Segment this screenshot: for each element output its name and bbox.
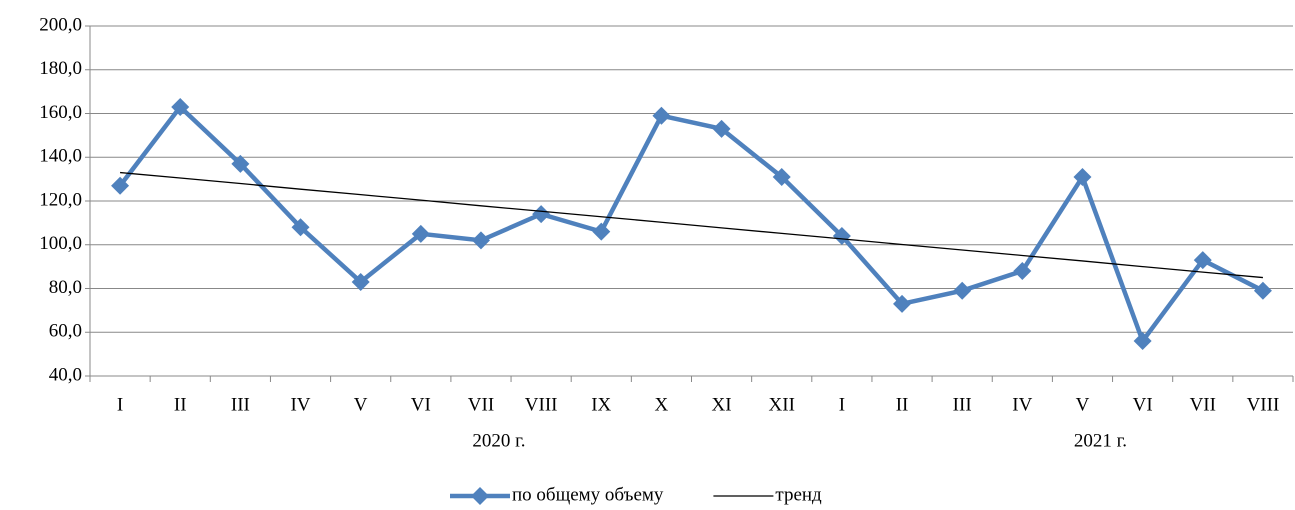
y-tick-label: 80,0	[49, 277, 82, 298]
marker	[532, 205, 551, 224]
legend-marker	[471, 487, 489, 505]
x-tick-label: IV	[290, 394, 310, 415]
marker	[231, 154, 250, 173]
marker	[652, 106, 671, 125]
x-tick-label: III	[953, 394, 972, 415]
x-tick-label: XII	[769, 394, 795, 415]
marker	[291, 218, 310, 237]
marker	[171, 97, 190, 116]
marker	[592, 222, 611, 241]
marker	[1253, 281, 1272, 300]
marker	[351, 272, 370, 291]
marker	[953, 281, 972, 300]
y-tick-label: 60,0	[49, 321, 82, 342]
x-tick-label: VI	[411, 394, 431, 415]
x-tick-label: IX	[591, 394, 611, 415]
marker	[1193, 251, 1212, 270]
y-tick-label: 140,0	[39, 146, 82, 167]
group-label: 2020 г.	[472, 430, 525, 451]
x-tick-label: I	[117, 394, 123, 415]
y-tick-label: 160,0	[39, 102, 82, 123]
x-tick-label: II	[174, 394, 187, 415]
x-tick-label: III	[231, 394, 250, 415]
marker	[893, 294, 912, 313]
y-tick-label: 120,0	[39, 189, 82, 210]
x-tick-label: X	[655, 394, 669, 415]
x-tick-label: V	[354, 394, 368, 415]
y-tick-label: 100,0	[39, 233, 82, 254]
x-tick-label: XI	[712, 394, 732, 415]
marker	[471, 231, 490, 250]
x-tick-label: II	[896, 394, 909, 415]
marker	[1013, 262, 1032, 280]
marker	[411, 224, 430, 243]
marker	[772, 167, 791, 186]
trend-line	[120, 171, 1263, 279]
y-tick-label: 200,0	[39, 14, 82, 35]
x-tick-label: V	[1076, 394, 1090, 415]
legend-label: тренд	[775, 484, 822, 505]
legend-label: по общему объему	[512, 484, 664, 505]
y-tick-label: 40,0	[49, 364, 82, 385]
x-tick-label: VII	[1190, 394, 1216, 415]
marker	[1133, 332, 1152, 350]
x-tick-label: VII	[468, 394, 494, 415]
marker	[832, 227, 851, 245]
data-line	[118, 103, 1264, 346]
marker	[1073, 167, 1092, 186]
x-tick-label: IV	[1012, 394, 1032, 415]
group-label: 2021 г.	[1074, 430, 1127, 451]
marker	[712, 119, 731, 138]
marker	[111, 176, 130, 195]
y-tick-label: 180,0	[39, 58, 82, 79]
x-tick-label: VIII	[525, 394, 558, 415]
x-tick-label: VIII	[1247, 394, 1280, 415]
x-tick-label: I	[839, 394, 845, 415]
x-tick-label: VI	[1133, 394, 1153, 415]
